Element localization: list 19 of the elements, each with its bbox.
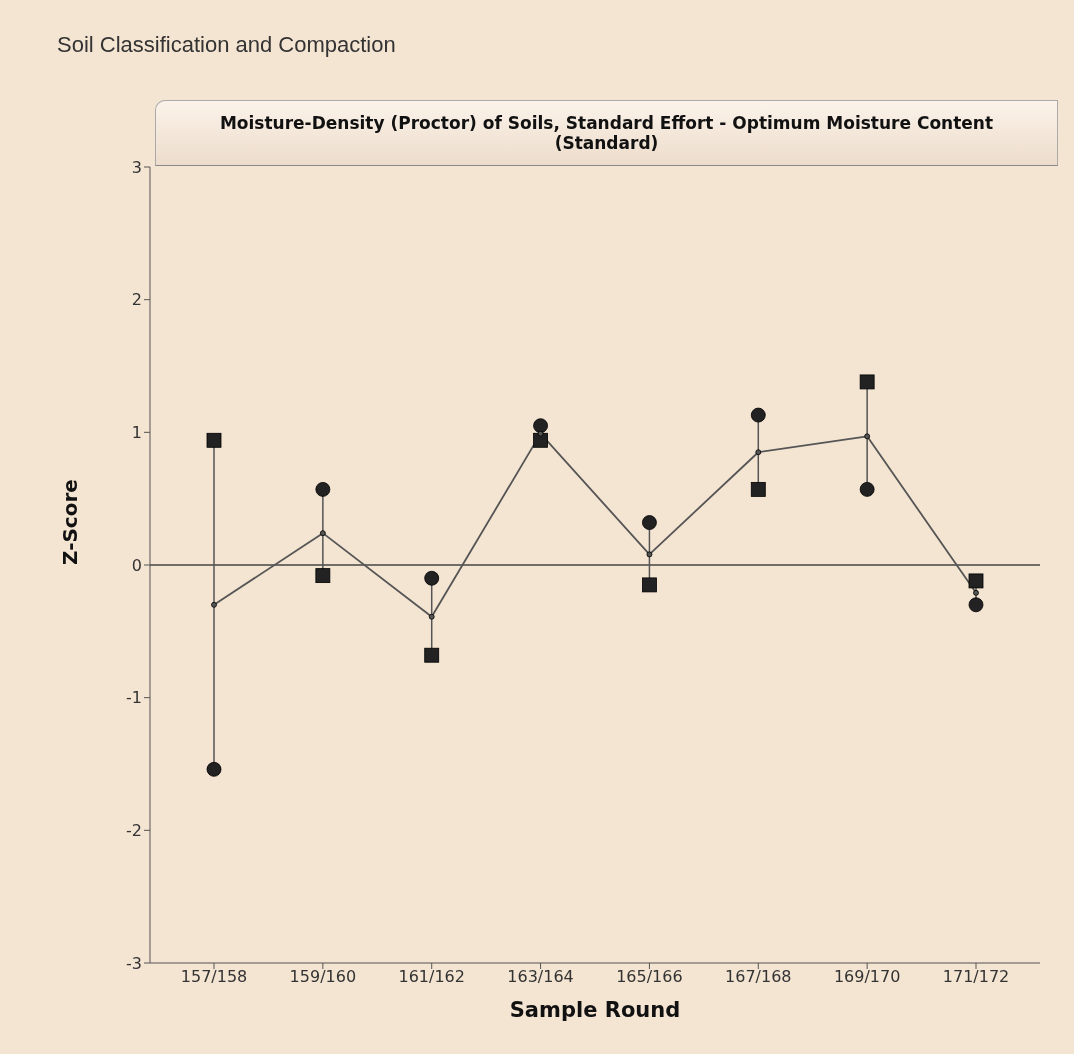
x-tick-label: 159/160 [289,967,357,987]
x-tick-label: 163/164 [507,967,574,987]
y-tick-label: -2 [126,821,142,841]
x-axis-title: Sample Round [509,998,681,1022]
y-tick-label: 0 [131,555,142,575]
x-tick-label: 157/158 [180,967,248,987]
x-tick-label: 171/172 [942,967,1010,987]
y-tick-label: -3 [126,953,142,973]
chart-subtitle: Moisture-Density (Proctor) of Soils, Standard Effort - Optimum Moisture Content (Standard) [155,100,1058,166]
x-tick-label: 169/170 [833,967,901,987]
y-tick-label: 3 [131,157,142,177]
x-tick-label: 161/162 [398,967,465,987]
x-tick-label: 165/166 [616,967,683,987]
y-tick-label: -1 [126,688,142,708]
chart-title: Soil Classification and Compaction [57,32,396,58]
x-tick-label: 167/168 [725,967,792,987]
y-axis-title: Z-Score [58,479,83,565]
y-tick-label: 2 [131,290,142,310]
y-tick-label: 1 [131,423,142,443]
